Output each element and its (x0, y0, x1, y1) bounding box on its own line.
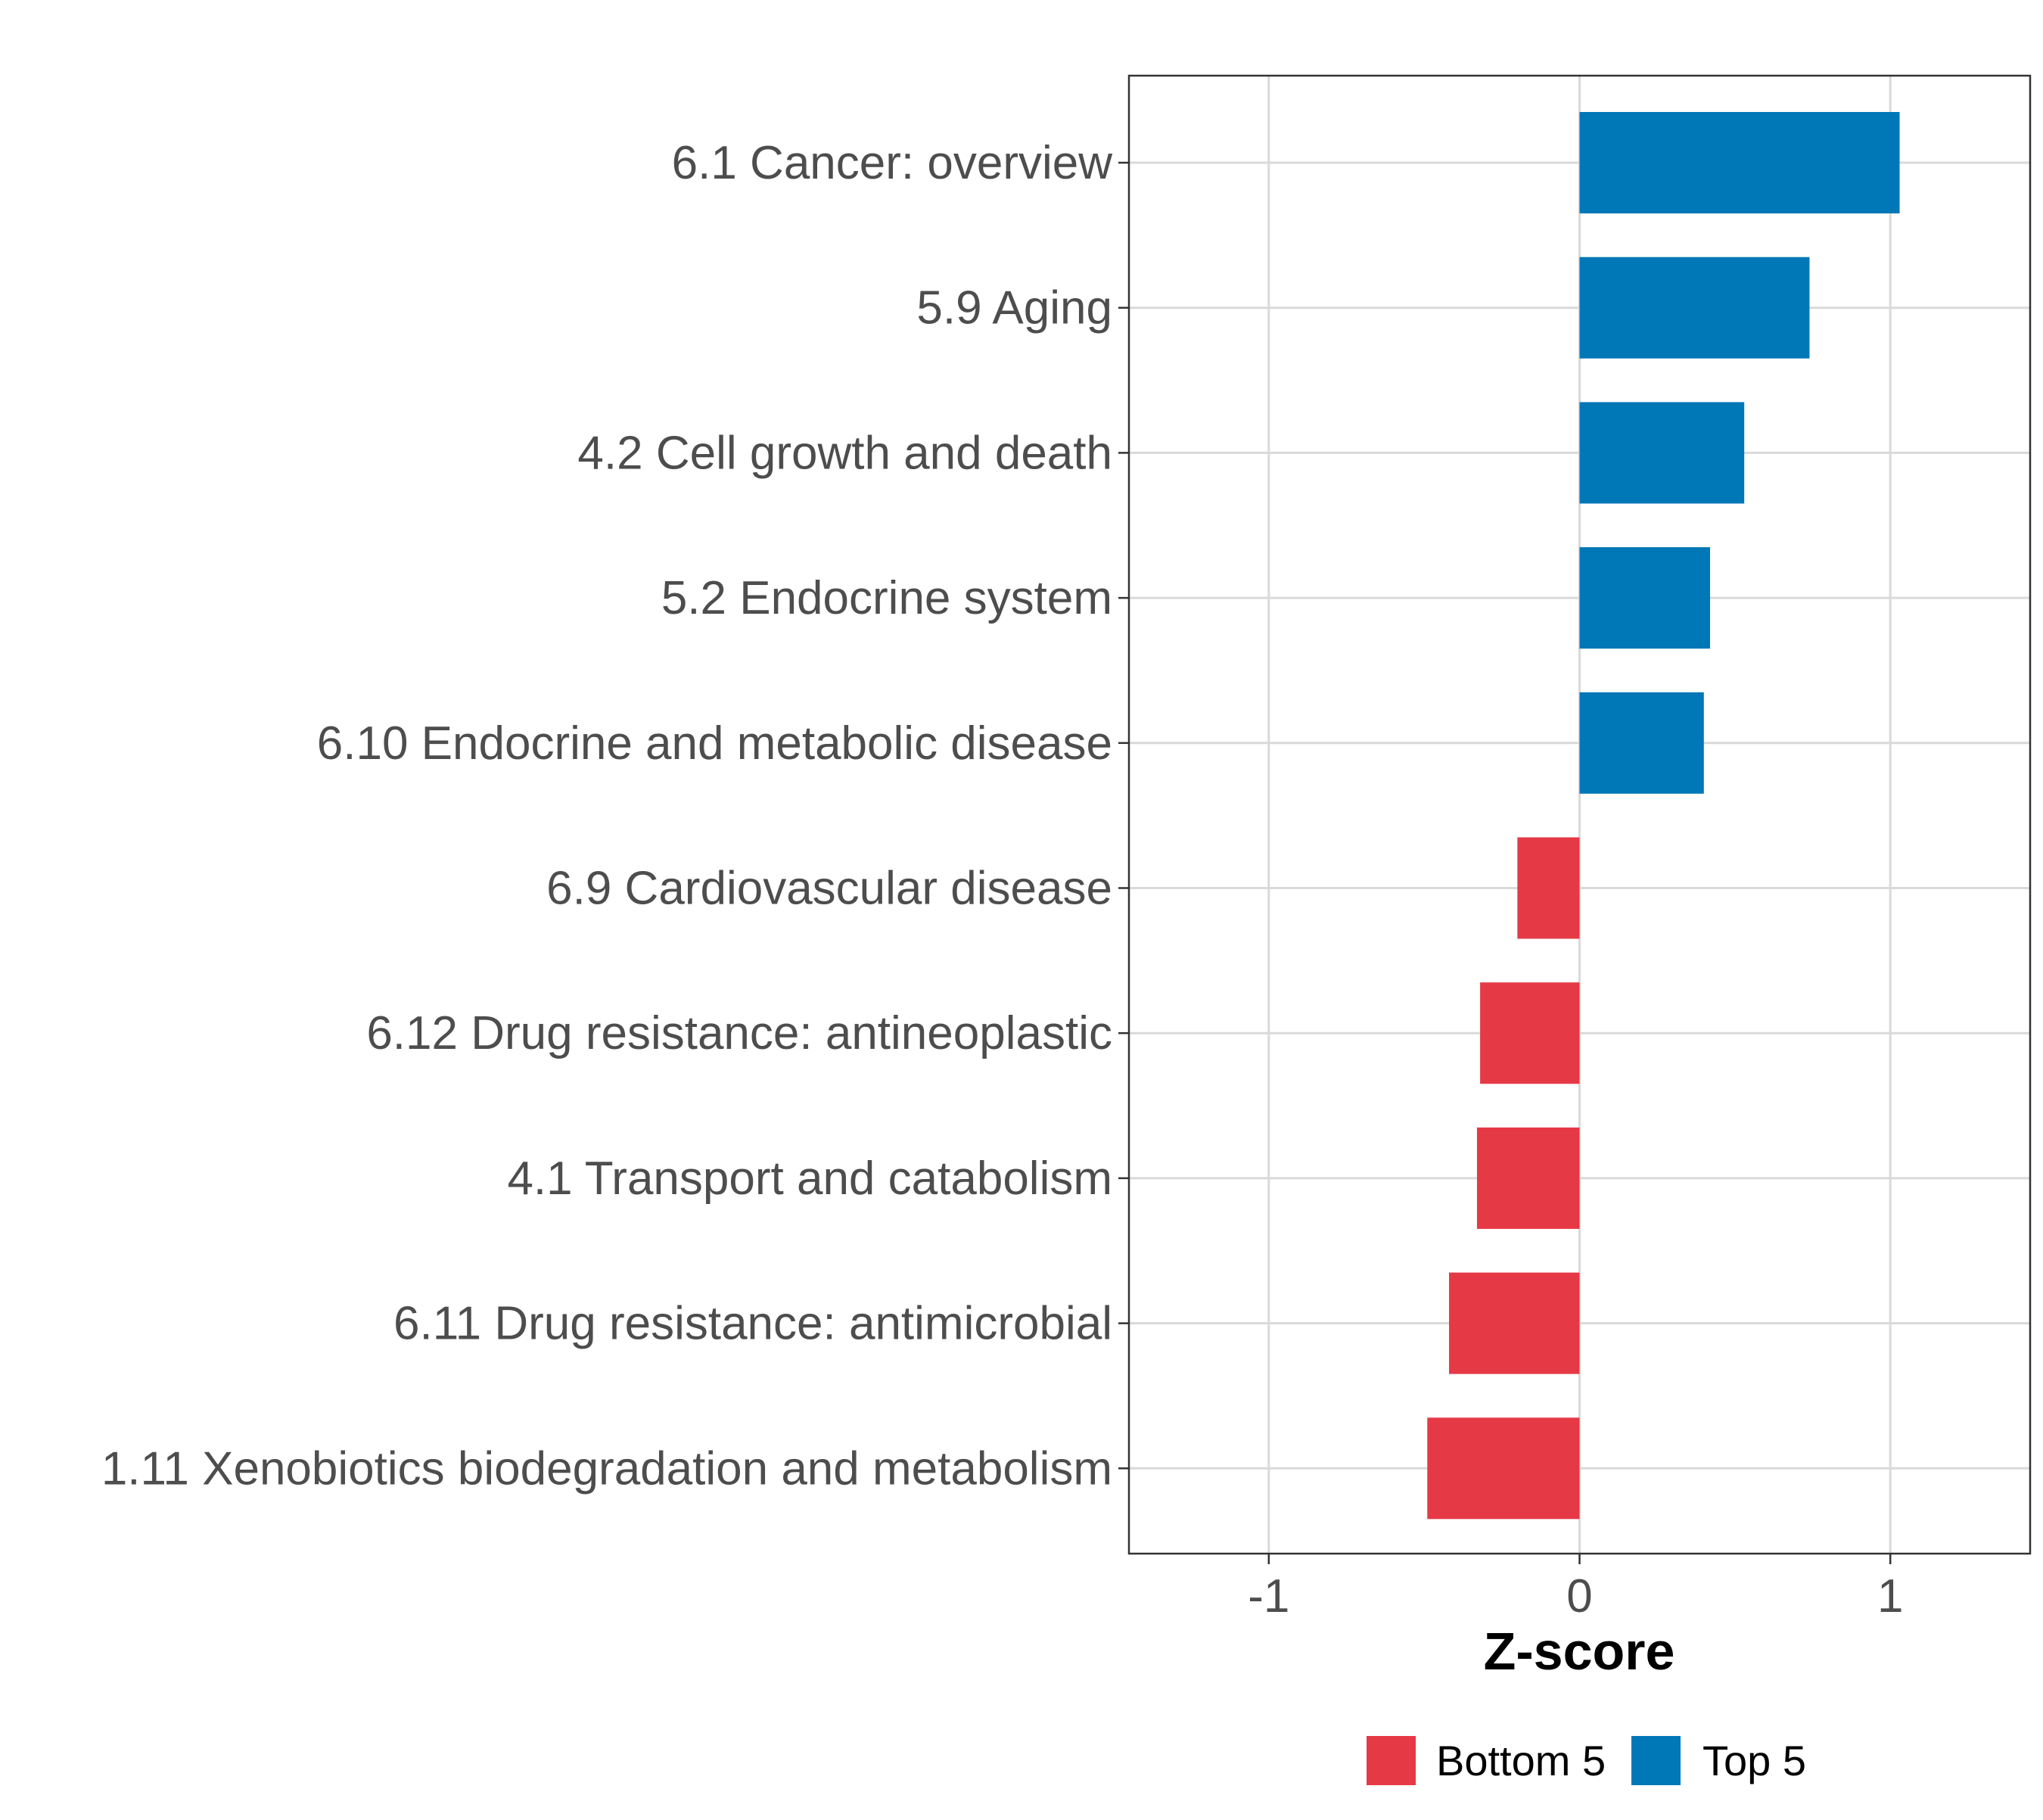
x-tick-label: 1 (1877, 1570, 1903, 1622)
bar-layer (1427, 112, 1900, 1520)
legend-label: Bottom 5 (1436, 1737, 1606, 1784)
bar (1517, 837, 1580, 939)
bar (1579, 547, 1710, 649)
bar (1579, 692, 1704, 794)
legend-swatch (1631, 1736, 1681, 1785)
x-axis: -1 0 1 (1248, 1554, 1903, 1622)
x-tick-label: -1 (1248, 1570, 1289, 1622)
bar (1449, 1272, 1580, 1374)
x-tick-label: 0 (1566, 1570, 1592, 1622)
category-label: 6.12 Drug resistance: antineoplastic (366, 1007, 1112, 1059)
category-label: 6.11 Drug resistance: antimicrobial (393, 1298, 1112, 1350)
category-label: 5.9 Aging (916, 282, 1112, 334)
bar (1579, 112, 1900, 213)
bar (1476, 1127, 1580, 1229)
y-axis: 6.1 Cancer: overview 5.9 Aging 4.2 Cell gr… (101, 137, 1129, 1495)
legend: Bottom 5 Top 5 (1367, 1736, 1806, 1785)
category-label: 6.9 Cardiovascular disease (546, 863, 1112, 915)
x-axis-title: Z-score (1484, 1622, 1675, 1681)
category-label: 4.1 Transport and catabolism (507, 1153, 1112, 1205)
bar (1427, 1417, 1580, 1520)
bar (1480, 982, 1580, 1084)
category-label: 6.10 Endocrine and metabolic disease (317, 717, 1112, 770)
category-label: 4.2 Cell growth and death (577, 427, 1112, 479)
legend-label: Top 5 (1702, 1737, 1806, 1784)
bar (1579, 257, 1810, 359)
legend-swatch (1367, 1736, 1416, 1785)
bar (1579, 402, 1745, 504)
category-label: 6.1 Cancer: overview (672, 137, 1113, 189)
category-label: 1.11 Xenobiotics biodegradation and meta… (101, 1442, 1112, 1495)
category-label: 5.2 Endocrine system (661, 572, 1112, 624)
